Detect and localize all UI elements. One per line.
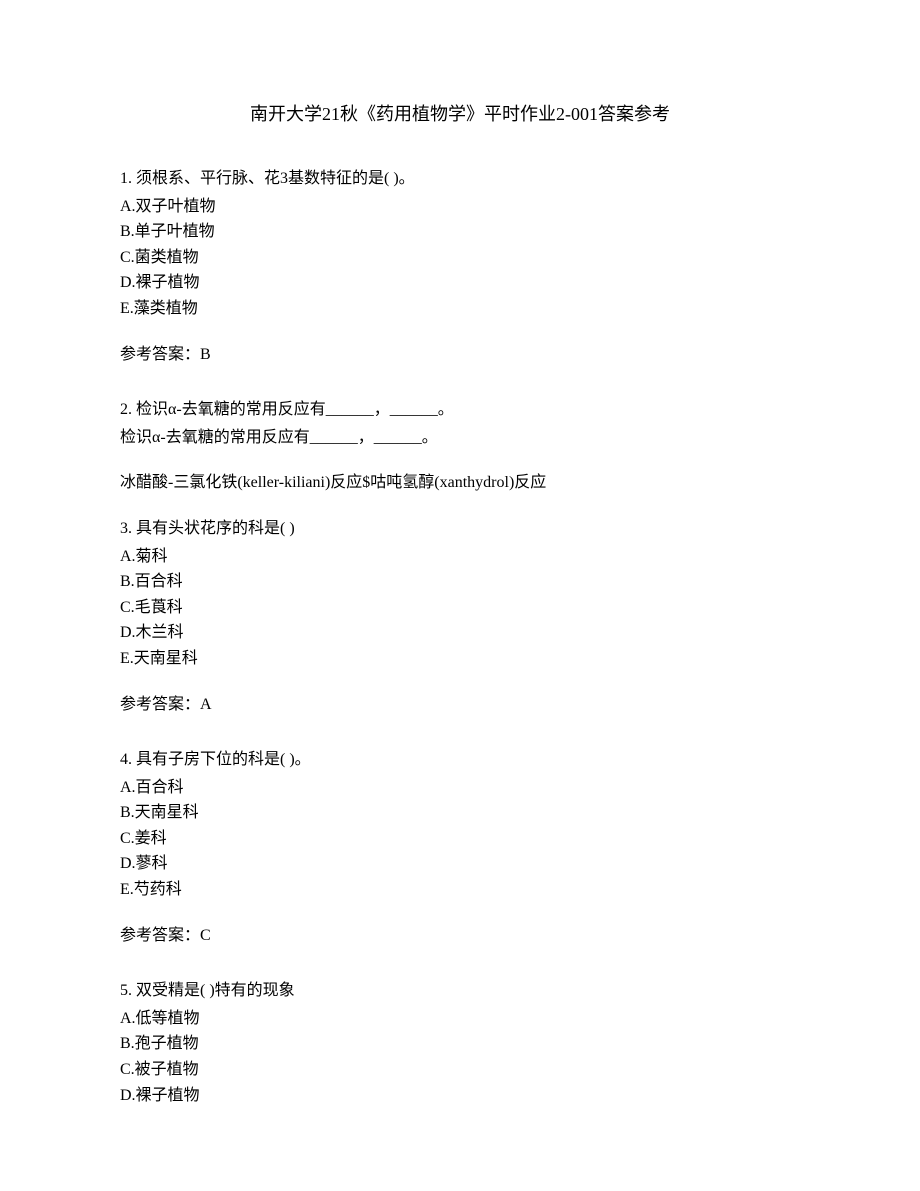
q5-option-c: C.被子植物 (120, 1057, 800, 1083)
question-1: 1. 须根系、平行脉、花3基数特征的是( )。 A.双子叶植物 B.单子叶植物 … (120, 166, 800, 367)
q5-option-a: A.低等植物 (120, 1006, 800, 1032)
q2-answer: 冰醋酸-三氯化铁(keller-kiliani)反应$咕吨氢醇(xanthydr… (120, 470, 800, 496)
question-2: 2. 检识α-去氧糖的常用反应有______，______。 检识α-去氧糖的常… (120, 397, 800, 496)
q4-answer: 参考答案：C (120, 923, 800, 949)
q2-text: 2. 检识α-去氧糖的常用反应有______，______。 (120, 397, 800, 423)
q1-text: 1. 须根系、平行脉、花3基数特征的是( )。 (120, 166, 800, 192)
page-title: 南开大学21秋《药用植物学》平时作业2-001答案参考 (120, 100, 800, 126)
q3-option-d: D.木兰科 (120, 620, 800, 646)
q1-answer: 参考答案：B (120, 342, 800, 368)
q4-text: 4. 具有子房下位的科是( )。 (120, 747, 800, 773)
q5-option-b: B.孢子植物 (120, 1031, 800, 1057)
q1-option-e: E.藻类植物 (120, 296, 800, 322)
q3-text: 3. 具有头状花序的科是( ) (120, 516, 800, 542)
q3-option-c: C.毛莨科 (120, 595, 800, 621)
question-5: 5. 双受精是( )特有的现象 A.低等植物 B.孢子植物 C.被子植物 D.裸… (120, 978, 800, 1108)
q1-option-a: A.双子叶植物 (120, 194, 800, 220)
q4-option-a: A.百合科 (120, 775, 800, 801)
q3-option-b: B.百合科 (120, 569, 800, 595)
question-3: 3. 具有头状花序的科是( ) A.菊科 B.百合科 C.毛莨科 D.木兰科 E… (120, 516, 800, 717)
q1-option-d: D.裸子植物 (120, 270, 800, 296)
q3-option-a: A.菊科 (120, 544, 800, 570)
q5-text: 5. 双受精是( )特有的现象 (120, 978, 800, 1004)
q4-option-c: C.姜科 (120, 826, 800, 852)
q4-option-d: D.蓼科 (120, 851, 800, 877)
question-4: 4. 具有子房下位的科是( )。 A.百合科 B.天南星科 C.姜科 D.蓼科 … (120, 747, 800, 948)
q4-option-b: B.天南星科 (120, 800, 800, 826)
q5-option-d: D.裸子植物 (120, 1083, 800, 1109)
q3-answer: 参考答案：A (120, 692, 800, 718)
q1-option-c: C.菌类植物 (120, 245, 800, 271)
q2-sub: 检识α-去氧糖的常用反应有______，______。 (120, 425, 800, 451)
q4-option-e: E.芍药科 (120, 877, 800, 903)
q3-option-e: E.天南星科 (120, 646, 800, 672)
q1-option-b: B.单子叶植物 (120, 219, 800, 245)
